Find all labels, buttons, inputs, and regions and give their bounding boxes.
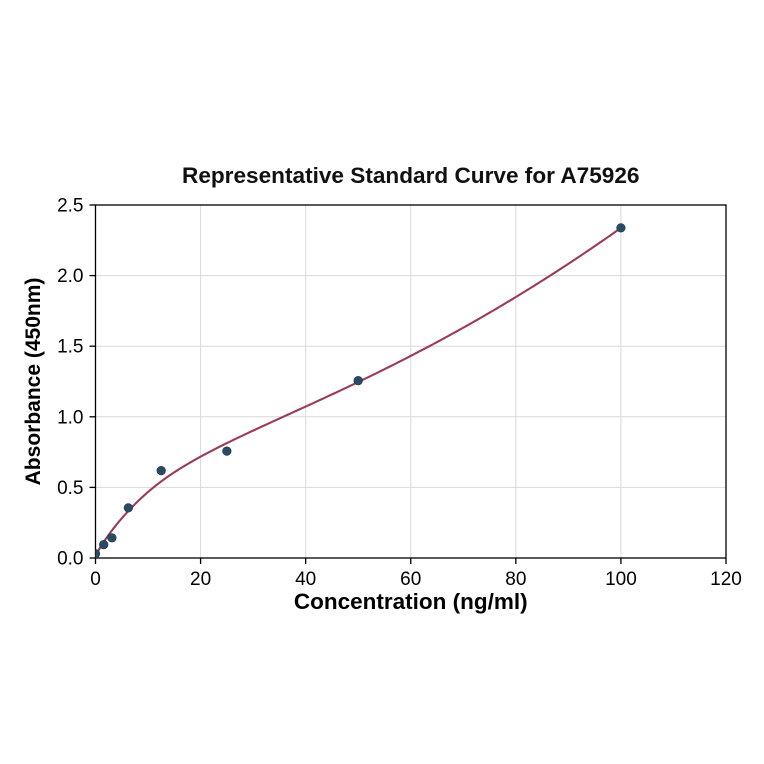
svg-text:100: 100 xyxy=(605,569,637,590)
svg-text:40: 40 xyxy=(295,569,316,590)
svg-text:0.5: 0.5 xyxy=(57,478,83,499)
svg-text:120: 120 xyxy=(710,569,742,590)
svg-text:Absorbance (450nm): Absorbance (450nm) xyxy=(22,278,45,486)
svg-text:2.5: 2.5 xyxy=(57,196,83,217)
svg-text:2.0: 2.0 xyxy=(57,266,83,287)
svg-text:1.0: 1.0 xyxy=(57,407,83,428)
svg-text:0: 0 xyxy=(90,569,101,590)
svg-text:1.5: 1.5 xyxy=(57,337,83,358)
svg-text:Concentration (ng/ml): Concentration (ng/ml) xyxy=(294,589,528,614)
svg-text:60: 60 xyxy=(400,569,421,590)
svg-text:20: 20 xyxy=(190,569,211,590)
svg-text:Representative Standard Curve: Representative Standard Curve for A75926 xyxy=(182,163,640,188)
svg-text:0.0: 0.0 xyxy=(57,549,83,570)
svg-text:80: 80 xyxy=(505,569,526,590)
